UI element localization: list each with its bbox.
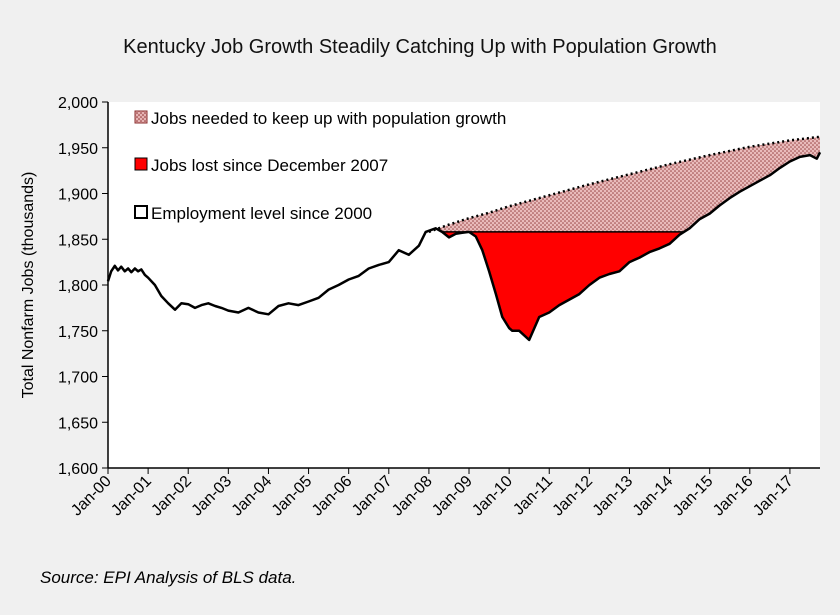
legend-swatch-jobs-lost <box>134 157 148 171</box>
legend: Jobs needed to keep up with population g… <box>134 109 506 223</box>
x-tick-label: Jan-01 <box>108 473 155 520</box>
legend-label-population: Jobs needed to keep up with population g… <box>151 109 506 128</box>
y-tick-label: 1,700 <box>58 370 98 387</box>
x-tick-label: Jan-05 <box>269 473 316 520</box>
source-note: Source: EPI Analysis of BLS data. <box>40 568 297 587</box>
x-tick-label: Jan-04 <box>229 473 276 520</box>
legend-item-population: Jobs needed to keep up with population g… <box>134 109 506 128</box>
y-tick-label: 1,600 <box>58 461 98 478</box>
y-tick-label: 1,950 <box>58 141 98 158</box>
legend-label-jobs-lost: Jobs lost since December 2007 <box>151 156 388 175</box>
x-tick-label: Jan-16 <box>710 473 757 520</box>
legend-swatch-population <box>134 110 148 124</box>
x-tick-label: Jan-08 <box>389 473 436 520</box>
legend-swatch-employment <box>134 205 148 219</box>
chart-title: Kentucky Job Growth Steadily Catching Up… <box>123 36 717 58</box>
x-tick-label: Jan-02 <box>148 473 195 520</box>
y-tick-label: 1,750 <box>58 324 98 341</box>
area-layer <box>106 135 822 342</box>
x-tick-label: Jan-00 <box>68 473 115 520</box>
y-tick-label: 1,650 <box>58 415 98 432</box>
x-tick-label: Jan-15 <box>670 473 717 520</box>
x-tick-label: Jan-14 <box>630 473 677 520</box>
x-tick-label: Jan-06 <box>309 473 356 520</box>
y-tick-label: 1,800 <box>58 278 98 295</box>
legend-label-employment: Employment level since 2000 <box>151 204 372 223</box>
x-tick-label: Jan-03 <box>189 473 236 520</box>
x-tick-label: Jan-09 <box>429 473 476 520</box>
legend-item-employment: Employment level since 2000 <box>134 204 372 223</box>
legend-item-jobs-lost: Jobs lost since December 2007 <box>134 156 388 175</box>
x-tick-label: Jan-17 <box>750 473 797 520</box>
y-tick-label: 1,900 <box>58 187 98 204</box>
y-tick-label: 1,850 <box>58 232 98 249</box>
employment-line <box>106 151 822 342</box>
y-axis-title: Total Nonfarm Jobs (thousands) <box>20 172 37 399</box>
population-trend-line <box>428 135 821 234</box>
x-tick-label: Jan-11 <box>510 473 556 519</box>
x-tick-label: Jan-07 <box>349 473 396 520</box>
x-tick-label: Jan-13 <box>590 473 637 520</box>
y-tick-label: 2,000 <box>58 95 98 112</box>
x-tick-label: Jan-12 <box>550 473 597 520</box>
x-tick-label: Jan-10 <box>469 473 516 520</box>
